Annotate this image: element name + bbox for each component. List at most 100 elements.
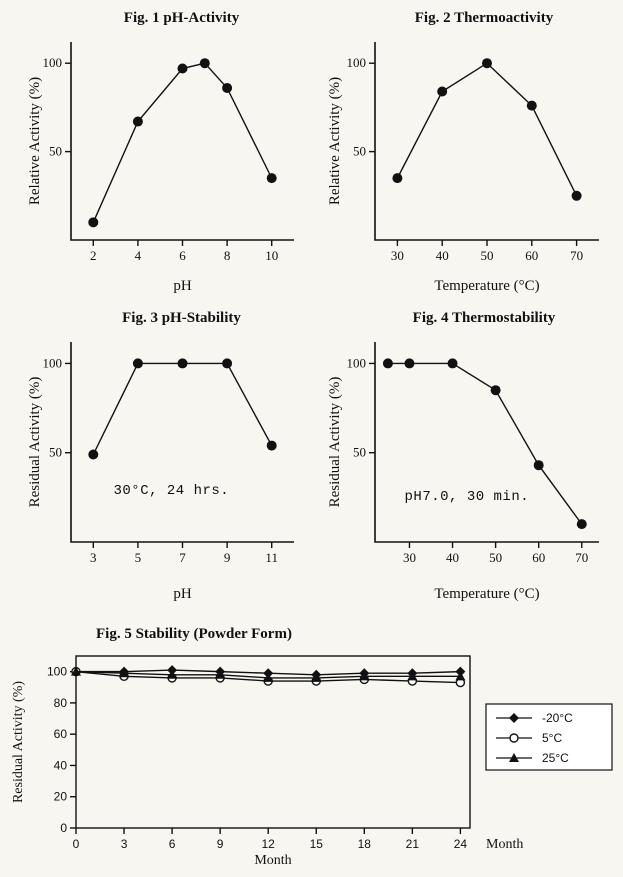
plot-area: 50 100 30 40 50 60 70 Relative Activity (%) Temp… [325,30,615,298]
x-tick-label: 3 [90,550,97,565]
y-tick-label: 20 [54,790,68,804]
figure-title: Fig. 4 Thermostability [412,310,556,326]
axes [374,42,599,241]
legend-label: 5°C [542,731,562,745]
x-tick-label: 30 [391,248,404,263]
figure-5-stability-powder-form: Fig. 5 Stability (Powder Form) 0 20 40 60 80… [8,622,615,872]
filled-triangle-marker [455,671,466,681]
axes [374,342,599,543]
filled-circle-marker [177,63,188,74]
x-tick-label: 40 [436,248,449,263]
x-tick-label: 60 [532,550,545,565]
x-tick-label: 6 [169,837,176,851]
filled-circle-marker [222,82,233,93]
x-axis-label: pH [173,586,192,602]
filled-triangle-marker [119,668,130,678]
x-tick-label: 3 [121,837,128,851]
fig1-canvas: 50 100 2 4 6 8 10 Relative Activity (%) pH [27,42,294,294]
x-tick-label: 4 [135,248,142,263]
axes [70,42,294,241]
x-axis-label: Month [254,853,291,868]
series-line [92,62,273,223]
x-axis-label-right: Month [486,837,523,852]
filled-triangle-marker [71,666,81,676]
y-tick-label: 50 [353,445,366,460]
y-axis-label: Residual Activity (%) [11,681,26,803]
fig3-canvas: 50 100 3 5 7 9 11 Residual Activity (%) pH 30°C, … [27,342,294,602]
filled-circle-marker [132,358,143,369]
x-tick-label: 10 [265,248,278,263]
fig4-canvas: 50 100 30 40 50 60 70 Residual Activity (%) Temp… [327,342,599,602]
condition-annotation: pH7.0, 30 min. [405,489,530,505]
filled-circle-marker [447,358,458,369]
filled-circle-marker [266,440,277,451]
filled-triangle-marker [359,671,370,681]
x-tick-label: 7 [179,550,186,565]
x-tick-label: 70 [570,248,583,263]
x-tick-label: 21 [406,837,420,851]
x-tick-label: 12 [262,837,276,851]
figure-4-thermostability: Fig. 4 Thermostability 50 100 30 40 50 60 70 Re… [325,306,615,606]
filled-triangle-marker [215,669,226,679]
x-tick-label: 8 [224,248,231,263]
filled-circle-marker [132,116,143,127]
y-axis-label: Relative Activity (%) [327,77,343,205]
y-tick-label: 80 [54,696,68,710]
x-tick-label: 0 [73,837,80,851]
y-tick-label: 100 [43,55,63,70]
y-tick-label: 40 [54,758,68,772]
axes [70,342,294,543]
x-tick-label: 9 [217,837,224,851]
filled-circle-marker [382,358,393,369]
legend-label: 25°C [542,751,569,765]
filled-circle-marker [576,519,587,530]
y-tick-label: 100 [347,355,367,370]
x-tick-label: 2 [90,248,97,263]
figure-3-ph-stability: Fig. 3 pH-Stability 50 100 3 5 7 9 11 Residual … [25,306,310,606]
x-tick-label: 30 [403,550,416,565]
filled-circle-marker [177,358,188,369]
plot-area: 0 20 40 60 80 100 0 3 6 9 12 15 18 21 24 Residual Activ… [8,646,615,872]
x-axis-label: Temperature (°C) [434,586,539,602]
x-tick-label: 6 [179,248,186,263]
plot-area: 50 100 2 4 6 8 10 Relative Activity (%) pH [25,30,310,298]
figure-2-thermoactivity: Fig. 2 Thermoactivity 50 100 30 40 50 60 70 Rel… [325,6,615,298]
x-tick-label: 50 [489,550,502,565]
y-tick-label: 60 [54,727,68,741]
y-tick-label: 100 [43,355,63,370]
series-line [396,62,578,197]
y-tick-label: 100 [347,55,367,70]
filled-triangle-marker [167,669,178,679]
open-circle-marker [509,733,519,743]
figure-title: Fig. 3 pH-Stability [122,310,241,326]
plot-area: 50 100 3 5 7 9 11 Residual Activity (%) pH 30°C, … [25,330,310,606]
filled-circle-marker [266,173,277,184]
legend-box [485,703,613,771]
filled-triangle-marker [509,753,519,762]
condition-annotation: 30°C, 24 hrs. [113,483,229,499]
filled-circle-marker [88,449,99,460]
filled-circle-marker [88,217,99,228]
filled-diamond-marker [509,713,519,723]
figure-title: Fig. 5 Stability (Powder Form) [96,626,292,642]
y-tick-label: 100 [47,665,67,679]
filled-circle-marker [392,173,403,184]
x-tick-label: 5 [135,550,142,565]
x-tick-label: 15 [310,837,324,851]
x-tick-label: 11 [265,550,278,565]
series-line [92,362,273,455]
filled-triangle-marker [263,672,274,682]
y-axis-label: Residual Activity (%) [327,377,343,508]
fig5-canvas: 0 20 40 60 80 100 0 3 6 9 12 15 18 21 24 Residual Activ… [11,655,613,868]
filled-circle-marker [199,58,210,69]
filled-triangle-marker [311,672,322,682]
x-tick-label: 70 [575,550,588,565]
x-tick-label: 24 [454,837,468,851]
figure-1-ph-activity: Fig. 1 pH-Activity 50 100 2 4 6 8 10 Relative A… [25,6,310,298]
filled-circle-marker [490,385,501,396]
x-tick-label: 40 [446,550,459,565]
x-tick-label: 60 [525,248,538,263]
filled-circle-marker [482,58,492,69]
filled-circle-marker [222,358,233,369]
